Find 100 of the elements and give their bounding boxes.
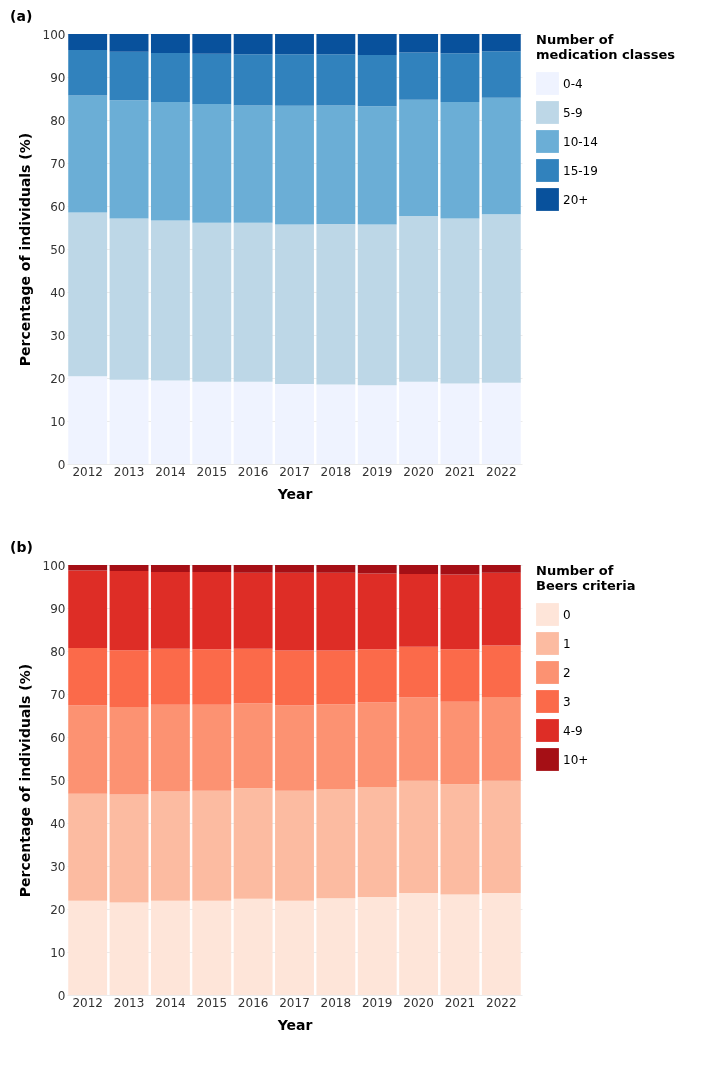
x-tick-label: 2019	[361, 995, 393, 1010]
y-tick-label: 40	[50, 816, 66, 831]
bar	[233, 788, 273, 899]
x-tick-label: 2014	[155, 995, 186, 1010]
bar	[109, 571, 149, 651]
bar	[150, 571, 190, 649]
bar	[440, 101, 480, 219]
bar	[399, 697, 439, 781]
bar	[233, 34, 273, 55]
y-tick-label: 60	[50, 730, 66, 745]
bar	[275, 900, 314, 995]
bar	[357, 224, 397, 386]
bar	[481, 645, 521, 698]
bar	[316, 54, 356, 106]
y-tick-label: 0	[57, 988, 66, 1003]
bar	[68, 212, 108, 377]
bar	[150, 900, 190, 995]
bar	[481, 214, 521, 383]
bar	[233, 222, 273, 382]
y-tick-label: 20	[50, 371, 66, 386]
bar	[316, 34, 356, 55]
bar	[233, 898, 273, 995]
x-tick-label: 2018	[320, 464, 352, 479]
bar	[192, 104, 232, 223]
bar	[233, 381, 273, 464]
bar	[316, 224, 356, 385]
bar	[150, 101, 190, 221]
y-tick-label: 0	[57, 457, 66, 472]
bar	[275, 565, 314, 573]
bar	[399, 780, 439, 894]
x-tick-label: 2020	[403, 995, 434, 1010]
x-axis-title: Year	[276, 1016, 313, 1033]
y-tick-label: 30	[50, 859, 66, 874]
legend-label: 0-4	[563, 76, 583, 91]
legend-label: 4-9	[563, 723, 583, 738]
bar	[399, 565, 439, 575]
y-tick-label: 90	[50, 601, 66, 616]
x-tick-label: 2018	[320, 995, 352, 1010]
bar	[399, 574, 439, 647]
bar	[481, 382, 521, 464]
x-tick-label: 2022	[486, 464, 517, 479]
bar	[68, 793, 108, 901]
y-tick-label: 50	[50, 773, 66, 788]
bar	[440, 383, 480, 464]
bar	[440, 218, 480, 384]
x-tick-label: 2022	[486, 995, 517, 1010]
x-tick-label: 2012	[72, 995, 103, 1010]
bar	[481, 51, 521, 98]
bar	[316, 565, 356, 573]
legend-title: Number of Beers criteria	[536, 563, 636, 593]
x-axis-title: Year	[276, 485, 313, 502]
y-tick-label: 90	[50, 70, 66, 85]
bar	[316, 898, 356, 995]
bar	[399, 34, 439, 53]
bar	[316, 572, 356, 651]
bar	[233, 648, 273, 704]
bar	[481, 97, 521, 215]
legend-label: 5-9	[563, 105, 583, 120]
bar	[150, 791, 190, 901]
x-tick-label: 2013	[113, 995, 145, 1010]
bar	[192, 571, 232, 650]
x-tick-label: 2021	[444, 464, 476, 479]
bar	[68, 570, 108, 648]
bar	[192, 900, 232, 995]
x-tick-label: 2015	[196, 464, 228, 479]
bar	[275, 384, 314, 464]
bar	[68, 900, 108, 995]
bar	[357, 55, 397, 107]
x-tick-label: 2020	[403, 464, 434, 479]
chart-title: (b)	[10, 539, 33, 555]
bar	[68, 34, 108, 50]
bar	[233, 572, 273, 649]
bar	[192, 53, 232, 105]
legend-label: 2	[563, 665, 571, 680]
y-tick-label: 60	[50, 199, 66, 214]
bar	[399, 381, 439, 464]
y-tick-label: 30	[50, 328, 66, 343]
bar	[150, 565, 190, 572]
bar	[109, 218, 149, 380]
bar	[233, 703, 273, 789]
bar	[68, 376, 108, 464]
y-axis-title: Percentage of individuals (%)	[16, 663, 33, 898]
y-tick-label: 70	[50, 687, 66, 702]
y-tick-label: 10	[50, 414, 66, 429]
bar	[192, 790, 232, 901]
bar	[275, 34, 314, 55]
bar	[357, 106, 397, 225]
bar	[109, 565, 149, 572]
y-tick-label: 80	[50, 113, 66, 128]
bar	[275, 572, 314, 651]
legend-label: 15-19	[563, 163, 598, 178]
x-tick-label: 2016	[237, 995, 269, 1010]
legend-label: 0	[563, 607, 571, 622]
x-tick-label: 2012	[72, 464, 103, 479]
bar	[440, 53, 480, 102]
bar	[68, 95, 108, 213]
bar	[109, 650, 149, 707]
bar	[440, 701, 480, 785]
bar	[192, 565, 232, 572]
bar	[275, 650, 314, 706]
